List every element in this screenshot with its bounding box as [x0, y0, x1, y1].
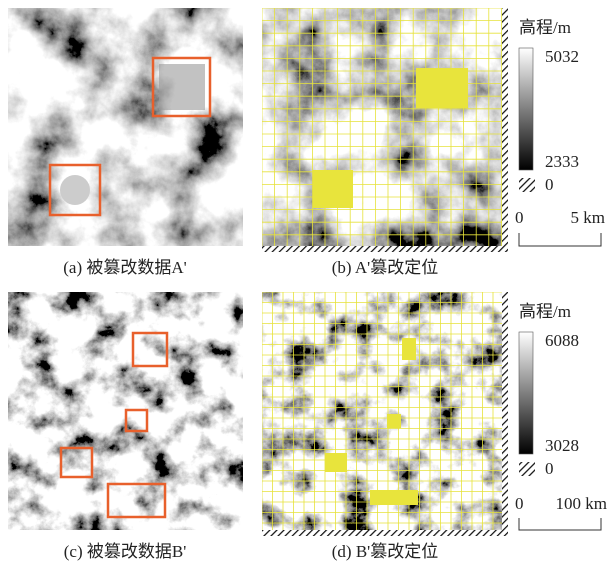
caption: (d) B'篡改定位: [332, 541, 438, 561]
scale-bar: [519, 233, 601, 246]
scale-end: 5 km: [571, 208, 605, 227]
nodata-border: [262, 530, 508, 536]
nodata-swatch: [519, 462, 535, 476]
nodata-border: [262, 246, 508, 252]
legend-max: 6088: [545, 331, 579, 350]
legend-min: 2333: [545, 152, 579, 171]
detected-region: [402, 338, 416, 360]
detected-region: [370, 490, 418, 505]
detected-region: [387, 414, 401, 428]
figure: (a) 被篡改数据A' (b) A'篡改定位 高程/m 5032 2333 0 …: [0, 0, 609, 568]
tampered-region: [60, 175, 90, 205]
legend-title: 高程/m: [519, 302, 571, 321]
caption: (b) A'篡改定位: [332, 257, 438, 277]
legend-title: 高程/m: [519, 18, 571, 37]
detected-region: [416, 68, 468, 108]
nodata-swatch: [519, 178, 535, 192]
terrain-image: [262, 8, 502, 246]
scale-start: 0: [515, 494, 524, 513]
detected-region: [325, 453, 347, 472]
caption: (c) 被篡改数据B': [64, 541, 187, 561]
tampered-region: [159, 64, 205, 110]
nodata-border: [502, 8, 508, 252]
legend-max: 5032: [545, 47, 579, 66]
caption: (a) 被篡改数据A': [63, 257, 186, 277]
scale-bar: [519, 518, 601, 530]
legend-nodata: 0: [545, 175, 554, 194]
terrain-image: [8, 8, 243, 246]
scale-end: 100 km: [556, 494, 607, 513]
colorbar: [519, 48, 533, 170]
detected-region: [313, 170, 353, 208]
legend-min: 3028: [545, 436, 579, 455]
legend-nodata: 0: [545, 459, 554, 478]
nodata-border: [502, 292, 508, 536]
colorbar: [519, 332, 533, 454]
scale-start: 0: [515, 208, 524, 227]
